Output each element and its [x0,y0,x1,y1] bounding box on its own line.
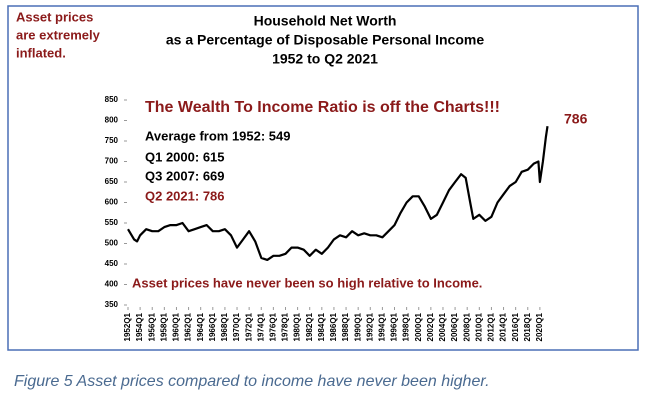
y-tick-label: 450 [105,259,119,268]
x-tick-label: 2016Q1 [511,312,520,341]
x-tick-label: 1952Q1 [123,312,132,341]
stat: Average from 1952: 549 [145,128,291,143]
stat: Q1 2000: 615 [145,149,225,164]
x-tick-label: 1960Q1 [172,312,181,341]
x-tick-label: 1978Q1 [281,312,290,341]
chart-title: 1952 to Q2 2021 [272,51,378,67]
y-tick-label: 550 [105,218,119,227]
stat: Q3 2007: 669 [145,168,225,183]
x-tick-label: 2000Q1 [414,312,423,341]
x-tick-label: 1984Q1 [317,312,326,341]
x-tick-label: 2018Q1 [523,312,532,341]
chart-title: Household Net Worth [254,13,397,29]
x-tick-label: 1970Q1 [232,312,241,341]
x-tick-label: 1982Q1 [305,312,314,341]
x-tick-label: 1972Q1 [244,312,253,341]
headline: The Wealth To Income Ratio is off the Ch… [145,99,500,116]
y-tick-label: 850 [105,95,119,104]
x-tick-label: 1966Q1 [208,312,217,341]
x-tick-label: 1968Q1 [220,312,229,341]
x-tick-label: 1962Q1 [184,312,193,341]
note: are extremely [16,27,101,42]
x-tick-label: 2008Q1 [462,312,471,341]
x-tick-label: 1998Q1 [402,312,411,341]
x-tick-label: 2012Q1 [487,312,496,341]
x-tick-label: 1974Q1 [256,312,265,341]
x-tick-label: 2002Q1 [426,312,435,341]
x-tick-label: 1954Q1 [135,312,144,341]
x-tick-label: 2010Q1 [474,312,483,341]
y-tick-label: 800 [105,116,119,125]
stat-latest: Q2 2021: 786 [145,188,225,203]
y-tick-label: 600 [105,198,119,207]
note: inflated. [16,45,66,60]
x-tick-label: 2020Q1 [535,312,544,341]
x-tick-label: 1964Q1 [196,312,205,341]
line [127,126,549,261]
x-tick-label: 2006Q1 [450,312,459,341]
note: Asset prices [16,9,93,24]
y-tick-label: 500 [105,239,119,248]
y-tick-label: 700 [105,157,119,166]
x-tick-label: 1990Q1 [353,312,362,341]
bottom-note: Asset prices have never been so high rel… [132,275,482,290]
y-tick-label: 750 [105,136,119,145]
end-label: 786 [564,111,588,127]
chart-title: as a Percentage of Disposable Personal I… [166,32,484,48]
x-tick-label: 1994Q1 [378,312,387,341]
x-tick-label: 1980Q1 [293,312,302,341]
x-tick-label: 2004Q1 [438,312,447,341]
x-tick-label: 1986Q1 [329,312,338,341]
x-tick-label: 1988Q1 [341,312,350,341]
x-tick-label: 1996Q1 [390,312,399,341]
x-tick-label: 1956Q1 [147,312,156,341]
x-tick-label: 1992Q1 [365,312,374,341]
y-tick-label: 350 [105,300,119,309]
y-tick-label: 400 [105,280,119,289]
x-tick-label: 1976Q1 [268,312,277,341]
x-tick-label: 2014Q1 [499,312,508,341]
caption: Figure 5 Asset prices compared to income… [14,373,490,390]
frame [7,5,639,351]
y-tick-label: 650 [105,177,119,186]
x-tick-label: 1958Q1 [159,312,168,341]
